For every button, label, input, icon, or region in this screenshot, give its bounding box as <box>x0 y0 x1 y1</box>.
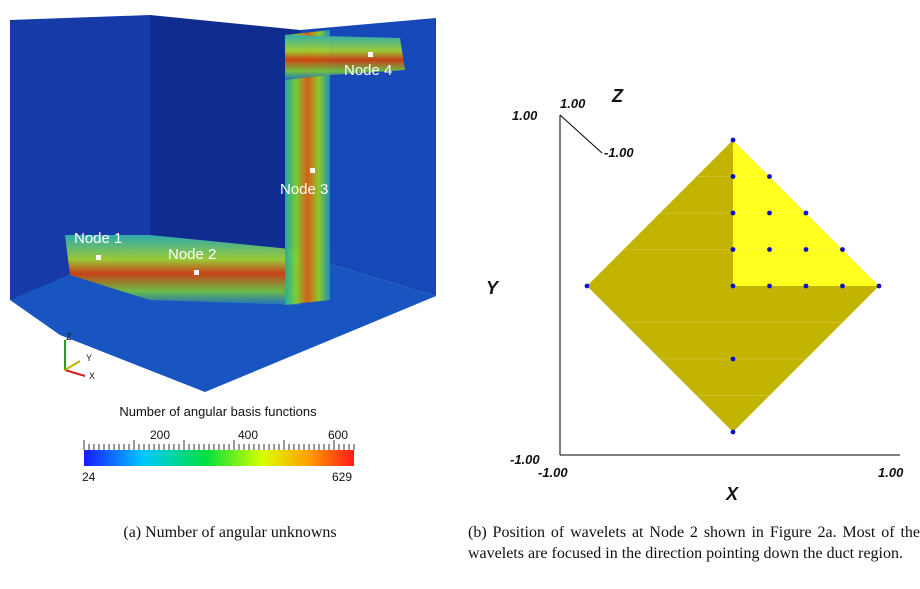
wavelet-octahedron <box>559 114 900 456</box>
wavelet-point <box>767 247 772 252</box>
triad-y-axis <box>64 360 81 371</box>
triad-z-label: Z <box>66 332 72 342</box>
node-1-label: Node 1 <box>74 230 123 247</box>
wavelet-point <box>767 174 772 179</box>
colorbar-max-label: 629 <box>332 470 353 484</box>
wavelet-point <box>767 210 772 216</box>
face-top-left <box>587 140 733 286</box>
colorbar-title: Number of angular basis functions <box>119 404 317 419</box>
wavelet-point <box>584 283 590 289</box>
z-top-label: 1.00 <box>560 96 586 111</box>
wavelet-point <box>803 210 809 216</box>
x-right-label: 1.00 <box>878 465 904 480</box>
panel-b: 1.00 1.00 Z -1.00 Y -1.00 -1.00 1.00 X (… <box>460 0 920 589</box>
cube-right-face <box>300 18 436 296</box>
wavelet-point <box>730 429 736 435</box>
node-3-marker <box>310 168 315 173</box>
colorbar-tick-600: 600 <box>328 428 349 442</box>
z-neg-label: -1.00 <box>604 145 634 160</box>
wavelet-point <box>840 247 845 252</box>
cube-back-face <box>150 15 300 255</box>
y-axis-title: Y <box>486 278 499 298</box>
node-2-label: Node 2 <box>168 246 217 263</box>
colorbar-min-label: 24 <box>82 470 96 484</box>
node-1-marker <box>96 255 101 260</box>
node-4-marker <box>368 52 373 57</box>
x-left-label: -1.00 <box>538 465 568 480</box>
y-top-label: 1.00 <box>512 108 538 123</box>
wavelet-point <box>803 283 809 289</box>
wavelet-point <box>803 247 809 252</box>
duct-render <box>10 15 436 392</box>
wavelet-point <box>767 283 772 289</box>
wavelet-point <box>840 283 845 289</box>
triad-x-axis <box>64 369 86 377</box>
node-2-marker <box>194 270 199 275</box>
colorbar-tick-400: 400 <box>238 428 259 442</box>
x-axis-title: X <box>726 484 739 504</box>
node-4-label: Node 4 <box>344 62 393 79</box>
colorbar-tick-200: 200 <box>150 428 171 442</box>
node-3-label: Node 3 <box>280 181 329 198</box>
face-bottom-right <box>733 286 879 432</box>
wavelet-point <box>876 283 882 289</box>
duct-horizontal <box>65 235 300 305</box>
wavelet-point <box>730 137 736 143</box>
wavelet-point <box>730 356 736 362</box>
wavelet-point <box>730 174 736 179</box>
caption-a: (a) Number of angular unknowns <box>123 524 337 541</box>
z-axis-line <box>559 114 603 154</box>
panel-a: Node 1 Node 2 Node 3 Node 4 Z Y X Number… <box>10 15 436 541</box>
duct-top <box>285 35 405 80</box>
triad-x-label: X <box>89 371 96 381</box>
duct-vertical <box>285 30 330 305</box>
colorbar <box>83 440 355 466</box>
y-bottom-label: -1.00 <box>510 452 540 467</box>
wavelet-point <box>730 283 736 289</box>
face-bottom-left <box>587 286 733 432</box>
wavelet-point <box>730 210 736 216</box>
caption-b: (b) Position of wavelets at Node 2 shown… <box>468 524 920 562</box>
wavelet-point <box>730 247 736 252</box>
triad-y-label: Y <box>86 353 93 363</box>
z-axis-title: Z <box>612 86 623 106</box>
colorbar-gradient <box>84 450 354 466</box>
